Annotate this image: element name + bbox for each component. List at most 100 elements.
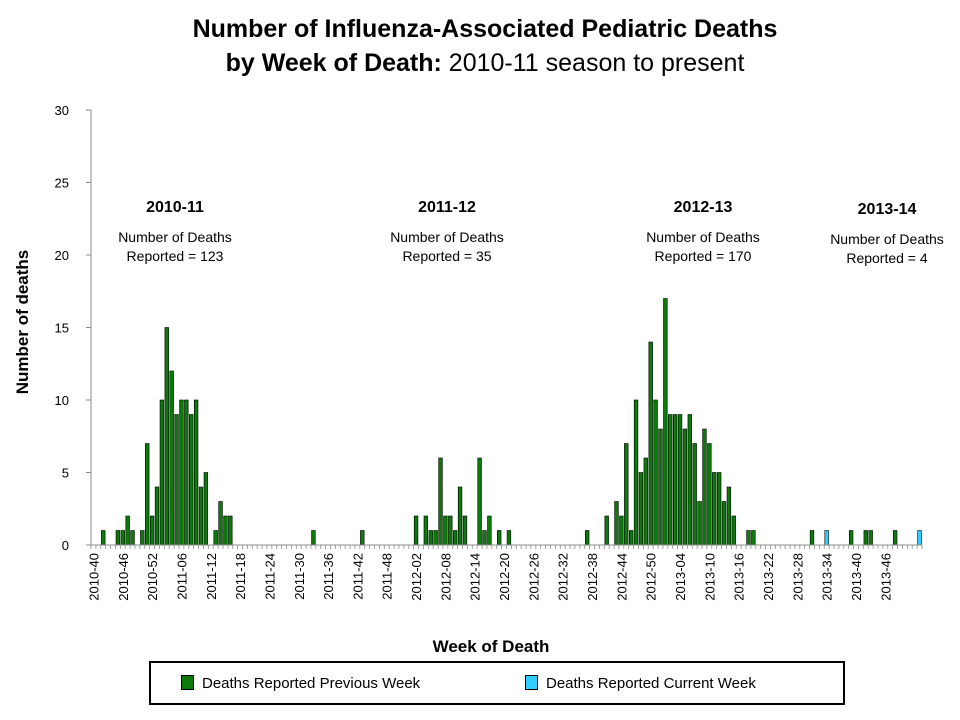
x-tick-label: 2011-18 xyxy=(233,553,248,600)
title-line-2-bold: by Week of Death: xyxy=(225,49,442,77)
x-tick-label: 2012-26 xyxy=(526,553,541,601)
bar-current-week xyxy=(824,530,829,546)
axes-layer xyxy=(86,109,923,549)
bar-previous-week xyxy=(892,530,898,546)
x-tick-label: 2013-28 xyxy=(790,553,805,601)
bar-previous-week xyxy=(638,472,644,546)
bar-previous-week xyxy=(169,370,174,546)
bar-previous-week xyxy=(174,414,179,546)
bar-previous-week xyxy=(707,443,712,546)
bar-previous-week xyxy=(809,530,815,546)
y-tick-label: 15 xyxy=(55,321,69,336)
bar-previous-week xyxy=(140,530,145,546)
bar-previous-week xyxy=(692,443,697,546)
bar-previous-week xyxy=(848,530,854,546)
season-label: 2010-11 xyxy=(146,199,204,216)
season-annotation-line1: Number of Deaths xyxy=(646,229,760,245)
x-tick-label: 2011-12 xyxy=(204,553,219,600)
season-annotation-line2: Reported = 170 xyxy=(655,248,752,264)
bar-previous-week xyxy=(482,530,487,546)
bar-previous-week xyxy=(164,327,169,546)
x-tick-label: 2012-32 xyxy=(556,553,571,601)
bar-previous-week xyxy=(663,298,668,546)
bar-previous-week xyxy=(423,515,429,546)
bar-previous-week xyxy=(716,472,722,546)
season-label: 2012-13 xyxy=(674,199,733,216)
season-annotation-line2: Reported = 4 xyxy=(846,250,928,266)
season-label: 2013-14 xyxy=(858,201,917,218)
bar-previous-week xyxy=(702,428,707,546)
bar-previous-week xyxy=(487,515,492,546)
x-tick-label: 2013-46 xyxy=(878,553,893,601)
bar-previous-week xyxy=(189,414,194,546)
bar-previous-week xyxy=(868,530,873,546)
bar-previous-week xyxy=(604,515,609,546)
x-tick-label: 2011-06 xyxy=(174,553,189,600)
x-tick-label: 2011-48 xyxy=(380,553,395,600)
bar-previous-week xyxy=(712,472,717,546)
bar-previous-week xyxy=(731,515,736,546)
bar-previous-week xyxy=(115,530,121,546)
bar-previous-week xyxy=(633,399,639,546)
legend-label-current: Deaths Reported Current Week xyxy=(546,675,756,692)
bar-previous-week xyxy=(658,428,663,546)
bar-previous-week xyxy=(438,457,443,546)
season-annotation-line1: Number of Deaths xyxy=(390,229,504,245)
bar-previous-week xyxy=(448,515,453,546)
bar-previous-week xyxy=(120,530,125,546)
bar-previous-week xyxy=(624,443,629,546)
x-tick-label: 2013-40 xyxy=(849,553,864,601)
bar-previous-week xyxy=(614,501,619,546)
title-line-2-rest: 2010-11 season to present xyxy=(441,49,745,77)
bar-previous-week xyxy=(198,486,204,546)
x-tick-label: 2012-50 xyxy=(644,553,659,601)
season-annotation-line2: Reported = 35 xyxy=(402,248,491,264)
bar-previous-week xyxy=(154,486,160,546)
x-tick-label: 2010-40 xyxy=(86,553,101,601)
x-tick-label: 2011-36 xyxy=(321,553,336,600)
labels-layer: 0 5 10 15 20 25 30 2010-40 2010-46 2010-52 2011-06… xyxy=(13,103,944,656)
bar-previous-week xyxy=(159,399,165,546)
x-tick-label: 2012-02 xyxy=(409,553,424,601)
bar-previous-week xyxy=(721,501,727,546)
legend-swatch-current xyxy=(525,675,538,690)
bar-previous-week xyxy=(746,530,751,546)
bar-previous-week xyxy=(751,530,756,546)
bar-previous-week xyxy=(453,530,458,546)
bar-previous-week xyxy=(223,515,228,546)
bar-previous-week xyxy=(584,530,590,546)
x-tick-label: 2011-30 xyxy=(292,553,307,600)
x-tick-label: 2013-04 xyxy=(673,553,688,601)
bar-previous-week xyxy=(443,515,448,546)
y-tick-label: 25 xyxy=(55,176,69,191)
bar-previous-week xyxy=(687,414,692,546)
season-annotation-line1: Number of Deaths xyxy=(118,229,232,245)
bar-previous-week xyxy=(672,414,678,546)
bar-previous-week xyxy=(628,530,634,546)
bar-previous-week xyxy=(457,486,463,546)
bar-previous-week xyxy=(643,457,648,546)
bar-previous-week xyxy=(179,399,184,546)
legend-item-current: Deaths Reported Current Week xyxy=(525,675,756,692)
bar-previous-week xyxy=(101,530,106,546)
legend-label-previous: Deaths Reported Previous Week xyxy=(202,675,421,692)
bar-previous-week xyxy=(668,414,673,546)
chart-title: Number of Influenza-Associated Pediatric… xyxy=(0,12,960,80)
bar-previous-week xyxy=(477,457,482,546)
x-tick-label: 2010-52 xyxy=(145,553,160,601)
y-tick-label: 20 xyxy=(55,248,69,263)
bar-previous-week xyxy=(677,414,683,546)
season-annotation-line2: Reported = 123 xyxy=(127,248,224,264)
bar-previous-week xyxy=(863,530,868,546)
x-tick-label: 2013-10 xyxy=(702,553,717,601)
bar-previous-week xyxy=(228,515,233,546)
bar-previous-week xyxy=(726,486,732,546)
bar-previous-week xyxy=(193,399,199,546)
x-tick-label: 2013-34 xyxy=(820,553,835,601)
x-tick-label: 2013-22 xyxy=(761,553,776,601)
y-tick-label: 30 xyxy=(55,103,69,118)
bar-previous-week xyxy=(218,501,223,546)
bar-current-week xyxy=(917,530,922,546)
bar-previous-week xyxy=(506,530,512,546)
